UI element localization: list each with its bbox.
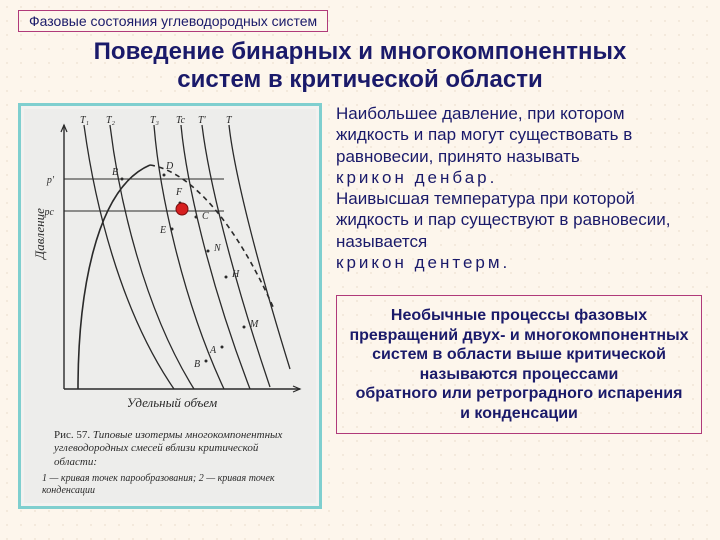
- figure: Удельный объемT₁T₂T₃TcT'Tp'pcBDFCENHMAB …: [24, 109, 316, 503]
- svg-text:T₁: T₁: [80, 115, 89, 126]
- headline-line-2: систем в критической области: [177, 66, 542, 93]
- svg-text:T: T: [226, 115, 233, 126]
- section-tag: Фазовые состояния углеводородных систем: [18, 10, 328, 32]
- para-2: Наивысшая температура при которой жидкос…: [336, 189, 670, 251]
- svg-text:D: D: [165, 161, 174, 172]
- svg-text:Удельный объем: Удельный объем: [127, 395, 217, 410]
- term-1: крикон денбар.: [336, 168, 497, 187]
- figure-caption: Рис. 57. Типовые изотермы многокомпонент…: [54, 429, 304, 469]
- svg-text:T₂: T₂: [106, 115, 116, 126]
- svg-text:T₃: T₃: [150, 115, 160, 126]
- figure-caption-lead: Рис. 57.: [54, 429, 93, 441]
- figure-frame: Удельный объемT₁T₂T₃TcT'Tp'pcBDFCENHMAB …: [18, 103, 322, 509]
- svg-text:B: B: [194, 359, 200, 370]
- callout-line-2: обратного или ретроградного испарения и …: [356, 385, 683, 422]
- callout-line-1: Необычные процессы фазовых превращений д…: [349, 307, 688, 383]
- figure-legend-text: 1 — кривая точек парообразования; 2 — кр…: [42, 473, 275, 496]
- chart-svg: Удельный объемT₁T₂T₃TcT'Tp'pcBDFCENHMAB: [24, 109, 316, 421]
- svg-text:B: B: [112, 167, 118, 178]
- svg-text:p': p': [46, 175, 55, 186]
- svg-text:Tc: Tc: [176, 115, 186, 126]
- svg-text:N: N: [213, 243, 222, 254]
- svg-text:F: F: [175, 187, 183, 198]
- axis-y-label: Давление: [32, 208, 48, 259]
- term-2: крикон дентерм.: [336, 253, 510, 272]
- svg-text:A: A: [209, 345, 217, 356]
- callout-box: Необычные процессы фазовых превращений д…: [336, 295, 702, 434]
- svg-text:T': T': [198, 115, 207, 126]
- page-title: Поведение бинарных и многокомпонентных с…: [18, 38, 702, 93]
- svg-text:H: H: [231, 269, 240, 280]
- svg-text:C: C: [202, 211, 209, 222]
- svg-text:M: M: [249, 319, 259, 330]
- body-paragraph: Наибольшее давление, при котором жидкост…: [336, 103, 702, 273]
- headline-line-1: Поведение бинарных и многокомпонентных: [94, 38, 627, 65]
- figure-legend: 1 — кривая точек парообразования; 2 — кр…: [42, 473, 304, 497]
- para-1: Наибольшее давление, при котором жидкост…: [336, 104, 632, 166]
- svg-text:E: E: [159, 225, 166, 236]
